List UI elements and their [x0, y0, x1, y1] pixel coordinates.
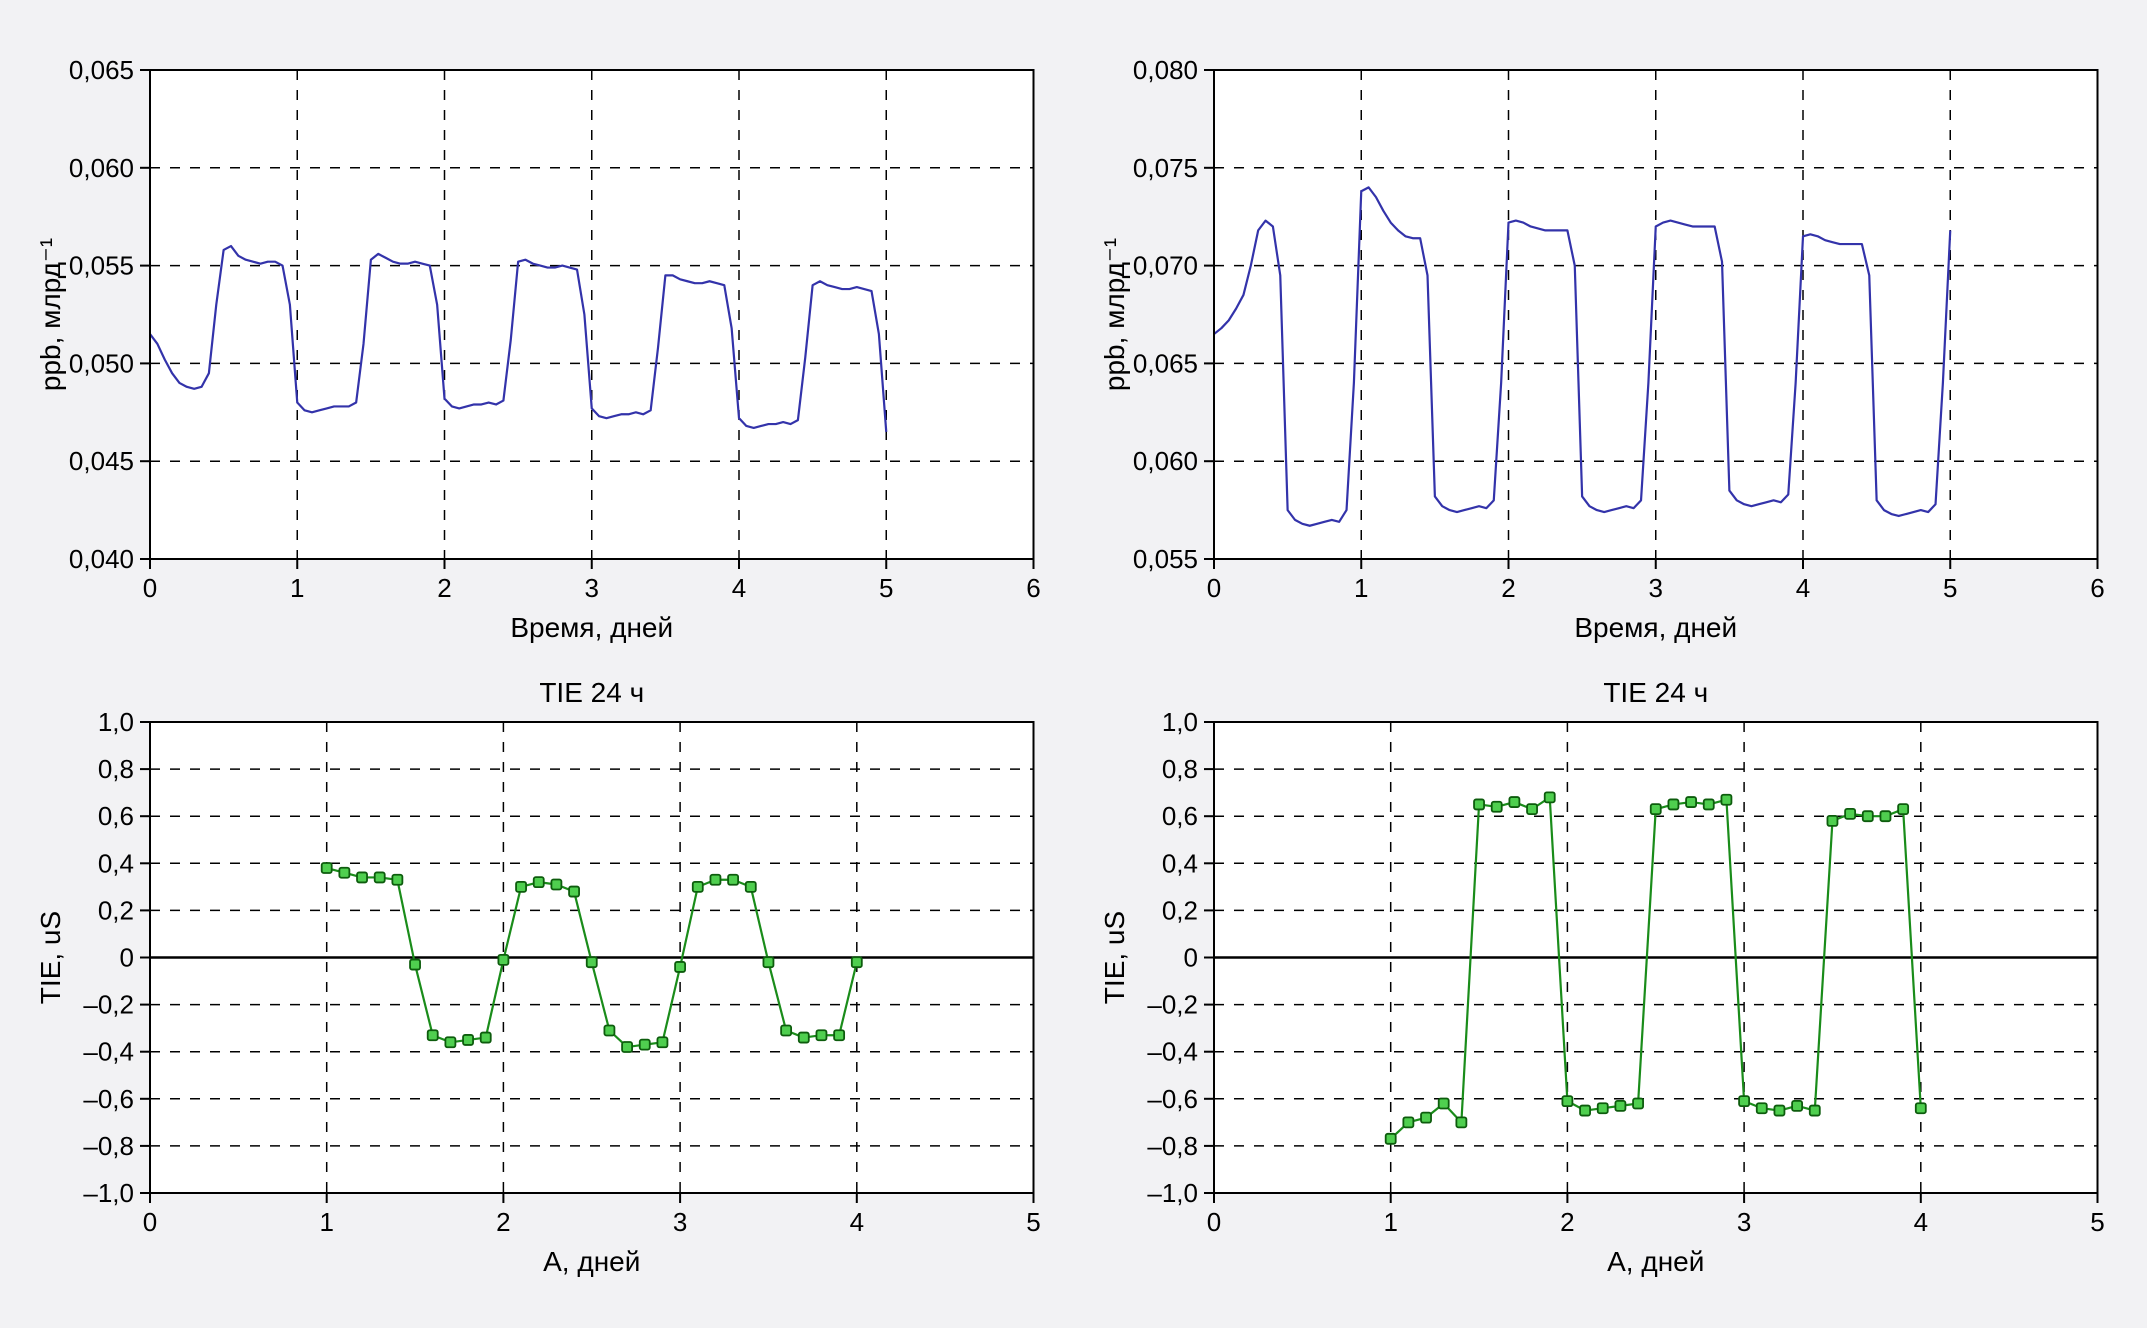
y-axis-label: TIE, uS: [35, 911, 66, 1004]
y-tick-label: –0,8: [83, 1131, 134, 1161]
y-tick-label: –0,6: [1147, 1084, 1198, 1114]
y-tick-label: 0,075: [1132, 153, 1197, 183]
y-tick-label: 0,060: [69, 153, 134, 183]
y-tick-label: –0,2: [83, 990, 134, 1020]
y-tick-label: –1,0: [83, 1178, 134, 1208]
y-tick-label: 0: [120, 943, 134, 973]
y-axis-label: ppb, млрд⁻¹: [35, 238, 66, 391]
x-tick-label: 4: [850, 1207, 864, 1237]
x-axis-label: Время, дней: [510, 612, 673, 643]
chart-top-right: 0 1 2 3 4 5 6 0,055 0,060 0,065 0,070 0,075 0,080 Вре…: [1094, 40, 2118, 654]
x-tick-label: 0: [1206, 1207, 1220, 1237]
y-tick-label: –0,2: [1147, 990, 1198, 1020]
y-tick-label: 0,055: [1132, 544, 1197, 574]
x-axis-label: Время, дней: [1574, 612, 1737, 643]
chart-bottom-left: 0 1 2 3 4 5 –1,0 –0,8 –0,6 –0,4 –0,2 0 0,2 0,4 0,6 0,8 1…: [30, 674, 1054, 1288]
y-tick-label: 0,045: [69, 446, 134, 476]
y-tick-label: 0,070: [1132, 251, 1197, 281]
x-tick-label: 4: [1913, 1207, 1927, 1237]
x-tick-label: 3: [1736, 1207, 1750, 1237]
y-tick-label: 0,4: [98, 848, 134, 878]
x-tick-label: 6: [2090, 573, 2104, 603]
y-tick-label: 0,8: [1161, 754, 1197, 784]
y-tick-label: –0,8: [1147, 1131, 1198, 1161]
x-tick-label: 4: [732, 573, 746, 603]
x-tick-label: 0: [143, 1207, 157, 1237]
x-tick-label: 6: [1026, 573, 1040, 603]
y-tick-label: 0,055: [69, 251, 134, 281]
y-tick-label: 0: [1183, 943, 1197, 973]
x-tick-label: 2: [1560, 1207, 1574, 1237]
y-tick-label: 0,8: [98, 754, 134, 784]
y-tick-label: 1,0: [98, 707, 134, 737]
x-tick-label: 5: [1026, 1207, 1040, 1237]
x-tick-label: 5: [1943, 573, 1957, 603]
chart-title: TIE 24 ч: [1603, 677, 1708, 708]
x-tick-label: 5: [2090, 1207, 2104, 1237]
x-axis-label: А, дней: [543, 1246, 640, 1277]
x-tick-label: 1: [290, 573, 304, 603]
chart-title: TIE 24 ч: [539, 677, 644, 708]
x-tick-label: 0: [1206, 573, 1220, 603]
y-tick-label: 0,2: [1161, 895, 1197, 925]
y-tick-label: 0,040: [69, 544, 134, 574]
x-axis-label: А, дней: [1607, 1246, 1704, 1277]
chart-top-left: 0 1 2 3 4 5 6 0,040 0,045 0,050 0,055 0,060 0,065 Вре…: [30, 40, 1054, 654]
y-tick-label: 1,0: [1161, 707, 1197, 737]
y-tick-label: 0,065: [69, 55, 134, 85]
x-tick-label: 5: [879, 573, 893, 603]
x-tick-label: 2: [437, 573, 451, 603]
y-tick-label: 0,050: [69, 348, 134, 378]
y-tick-label: 0,6: [98, 801, 134, 831]
x-tick-label: 2: [1501, 573, 1515, 603]
x-tick-label: 3: [585, 573, 599, 603]
x-tick-label: 3: [1648, 573, 1662, 603]
x-tick-label: 1: [1383, 1207, 1397, 1237]
y-tick-label: 0,060: [1132, 446, 1197, 476]
y-tick-label: 0,4: [1161, 848, 1197, 878]
chart-bottom-right: 0 1 2 3 4 5 –1,0 –0,8 –0,6 –0,4 –0,2 0 0,2 0,4 0,6 0,8 1…: [1094, 674, 2118, 1288]
y-axis-label: TIE, uS: [1099, 911, 1130, 1004]
y-tick-label: 0,6: [1161, 801, 1197, 831]
x-tick-label: 1: [319, 1207, 333, 1237]
y-axis-label: ppb, млрд⁻¹: [1099, 238, 1130, 391]
x-tick-label: 1: [1354, 573, 1368, 603]
x-tick-label: 3: [673, 1207, 687, 1237]
y-tick-label: 0,2: [98, 895, 134, 925]
y-tick-label: –0,4: [1147, 1037, 1198, 1067]
y-tick-label: 0,065: [1132, 348, 1197, 378]
x-tick-label: 0: [143, 573, 157, 603]
y-tick-label: –0,4: [83, 1037, 134, 1067]
chart-grid: 0 1 2 3 4 5 6 0,040 0,045 0,050 0,055 0,060 0,065 Вре…: [0, 0, 2147, 1328]
x-tick-label: 2: [496, 1207, 510, 1237]
y-tick-label: –0,6: [83, 1084, 134, 1114]
y-tick-label: –1,0: [1147, 1178, 1198, 1208]
x-tick-label: 4: [1795, 573, 1809, 603]
y-tick-label: 0,080: [1132, 55, 1197, 85]
